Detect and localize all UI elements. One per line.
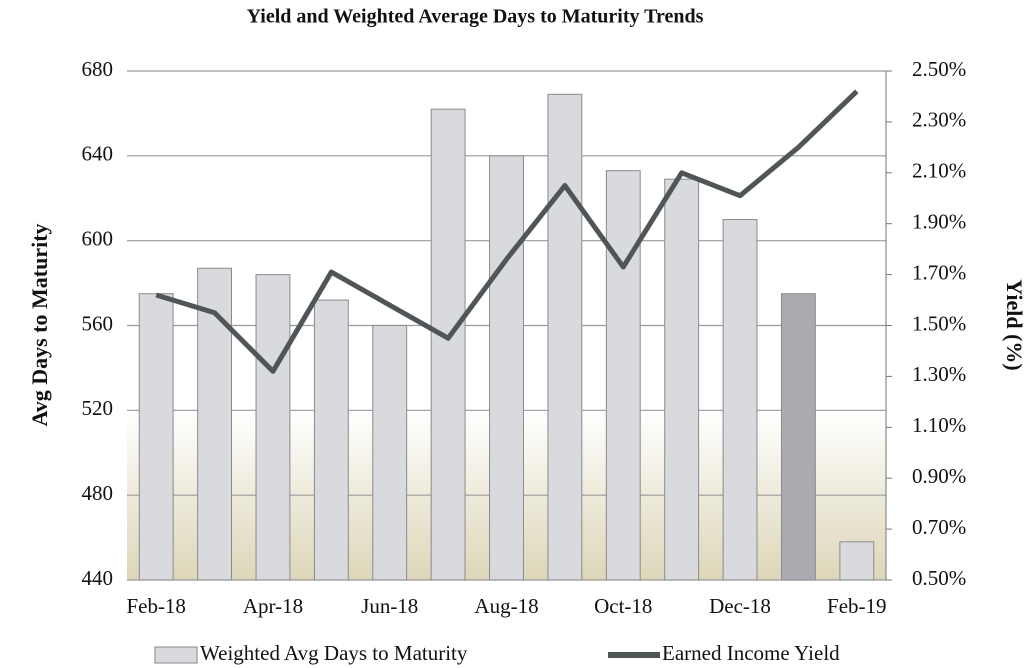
- y-tick-label: 520: [82, 396, 114, 420]
- x-tick-label: Dec-18: [709, 594, 771, 618]
- y2-tick-label: 1.30%: [912, 362, 966, 386]
- bar: [839, 541, 875, 581]
- y2-tick-label: 2.30%: [912, 108, 966, 132]
- y-tick-label: 440: [82, 566, 114, 590]
- legend-label: Earned Income Yield: [662, 641, 840, 665]
- y2-tick-label: 0.90%: [912, 464, 966, 488]
- x-tick-label: Oct-18: [594, 594, 652, 618]
- y2-tick-label: 2.10%: [912, 159, 966, 183]
- x-tick-label: Jun-18: [361, 594, 418, 618]
- y2-tick-label: 2.50%: [912, 57, 966, 81]
- bar: [547, 93, 583, 581]
- bar: [605, 170, 641, 581]
- bar: [780, 293, 816, 581]
- x-tick-label: Aug-18: [474, 594, 538, 618]
- bar: [664, 178, 700, 581]
- y2-tick-label: 1.90%: [912, 210, 966, 234]
- y-tick-label: 640: [82, 142, 114, 166]
- y-tick-label: 680: [82, 57, 114, 81]
- y-tick-label: 560: [82, 311, 114, 335]
- bar: [197, 267, 233, 581]
- x-tick-label: Apr-18: [243, 594, 303, 618]
- legend-label: Weighted Avg Days to Maturity: [200, 641, 468, 665]
- bar: [430, 108, 466, 581]
- y2-tick-label: 1.10%: [912, 413, 966, 437]
- bar: [255, 274, 291, 581]
- bar: [489, 155, 524, 581]
- x-tick-label: Feb-18: [126, 594, 186, 618]
- bar: [138, 293, 174, 581]
- x-tick-label: Feb-19: [827, 594, 887, 618]
- chart-title: Yield and Weighted Average Days to Matur…: [247, 6, 704, 28]
- y2-tick-label: 0.70%: [912, 515, 966, 539]
- y-tick-label: 600: [82, 226, 114, 250]
- y2-axis-label: Yield (%): [1002, 279, 1026, 370]
- bar: [313, 299, 349, 581]
- legend-swatch: [154, 646, 198, 664]
- y2-tick-label: 1.50%: [912, 311, 966, 335]
- y-axis-label: Avg Days to Maturity: [27, 223, 52, 426]
- line: [155, 89, 859, 374]
- bar: [372, 325, 408, 581]
- bar: [722, 218, 758, 581]
- y2-tick-label: 0.50%: [912, 566, 966, 590]
- y-tick-label: 480: [82, 481, 114, 505]
- y2-tick-label: 1.70%: [912, 260, 966, 284]
